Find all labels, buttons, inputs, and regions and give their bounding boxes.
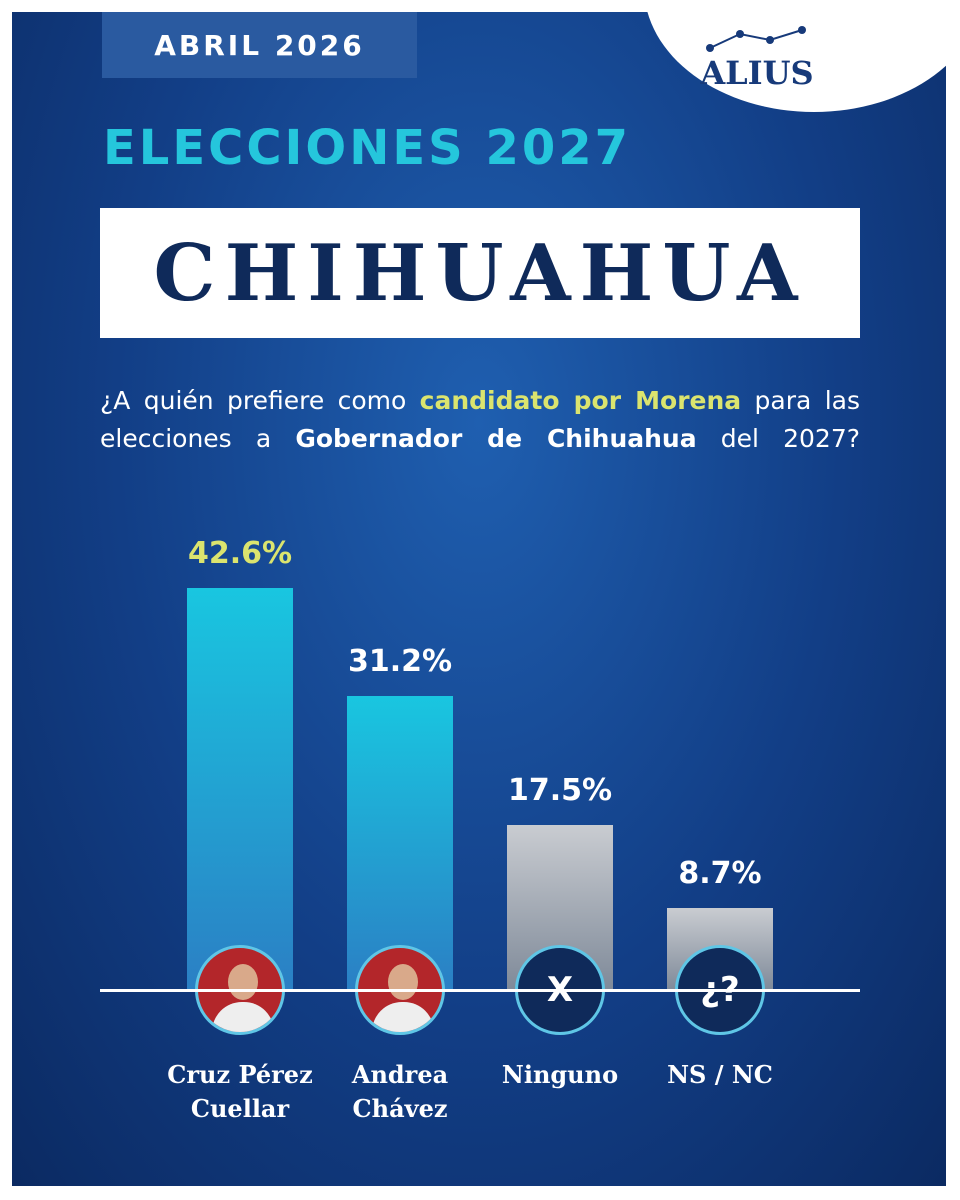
question-part: para las elecciones a: [100, 386, 860, 453]
panel: ABRIL 2026 ALIUS ELECCIONES 2027 CHIHUAH…: [12, 12, 946, 1186]
photo-body: [212, 1002, 274, 1032]
state-title: CHIHUAHUA: [100, 208, 860, 338]
question-part: candidato por Morena: [419, 386, 742, 415]
value-label: 31.2%: [347, 643, 453, 679]
question: ¿A quién prefiere como candidato por Mor…: [100, 382, 860, 458]
photo-head: [388, 964, 418, 1000]
value-label: 17.5%: [507, 772, 613, 808]
bar: [347, 695, 453, 990]
category-label: NS / NC: [667, 1060, 773, 1089]
photo-body: [372, 1002, 434, 1032]
value-label: 8.7%: [678, 855, 762, 891]
baseline: [100, 989, 860, 992]
photo-head: [228, 964, 258, 1000]
category-label: Cruz Pérez Cuellar: [167, 1060, 313, 1123]
date-badge: ABRIL 2026: [102, 12, 417, 78]
question-part: Gobernador de Chihuahua: [295, 424, 697, 453]
logo-graph: [706, 26, 806, 52]
category-label: Ninguno: [501, 1060, 619, 1089]
category-label: Andrea Chávez: [351, 1060, 449, 1123]
value-label: 42.6%: [187, 536, 293, 571]
title: ELECCIONES 2027: [102, 120, 632, 176]
bar: [187, 588, 293, 990]
logo-text: ALIUS: [700, 54, 814, 92]
chart: 42.6% Cruz Pérez Cuellar 31.2% Andrea Cháve…: [12, 12, 946, 1186]
question-part: del 2027?: [696, 424, 860, 453]
question-part: ¿A quién prefiere como: [100, 386, 420, 415]
